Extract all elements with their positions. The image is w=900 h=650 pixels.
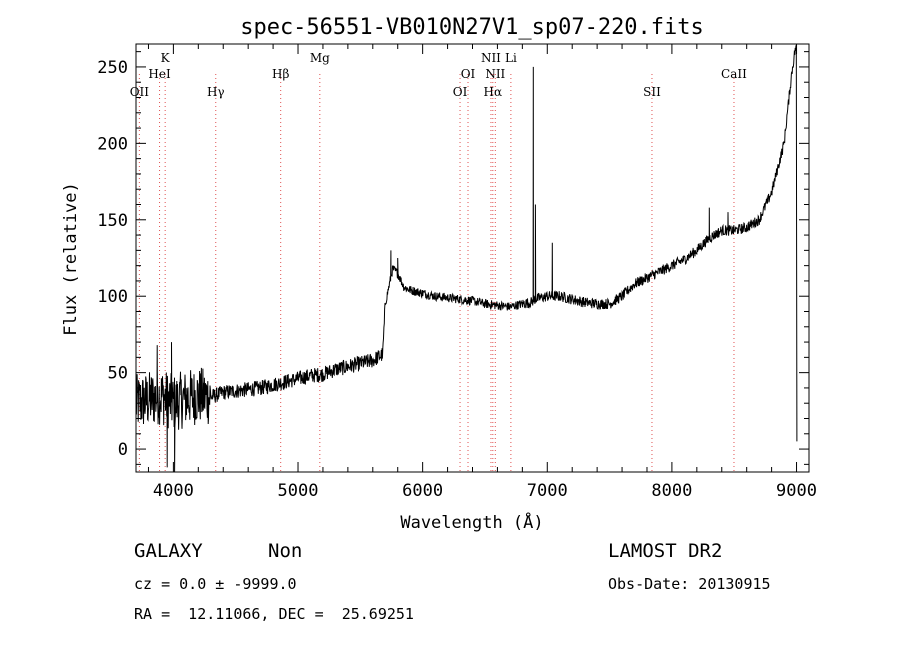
survey-label: LAMOST DR2	[608, 540, 723, 562]
line-marker-label: Mg	[310, 51, 330, 65]
line-marker-label: CaII	[721, 67, 747, 81]
y-axis-label: Flux (relative)	[61, 182, 81, 336]
y-tick-label: 250	[97, 58, 128, 78]
line-marker-label: NII	[481, 51, 501, 65]
line-marker-label: Hβ	[272, 67, 289, 81]
line-marker-label: Li	[505, 51, 517, 65]
line-marker-label: HeI	[148, 67, 171, 81]
line-marker-label: OI	[461, 67, 476, 81]
line-marker-label: SII	[643, 85, 661, 99]
x-tick-label: 7000	[527, 481, 568, 501]
obs-date-label: Obs-Date: 20130915	[608, 575, 771, 593]
line-marker-label: OII	[130, 85, 150, 99]
line-marker-layer: OII K HeI Hγ Hβ Mg OI OI NII NII Hα Li SII CaII	[130, 51, 747, 472]
radec-label: RA = 12.11066, DEC = 25.69251	[134, 605, 414, 623]
line-marker-label: Hα	[484, 85, 503, 99]
line-marker-label: NII	[485, 67, 505, 81]
y-tick-label: 150	[97, 211, 128, 231]
y-tick-label: 50	[108, 364, 128, 384]
y-tick-label: 0	[118, 440, 128, 460]
plot-frame	[135, 43, 810, 473]
x-tick-label: 6000	[402, 481, 443, 501]
spectrum-line-layer	[135, 44, 798, 473]
object-class-label: GALAXY	[134, 540, 203, 562]
y-tick-label: 100	[97, 287, 128, 307]
axis-ticks: 4000 5000 6000 7000 8000 9000 0 50 100 150 200 250	[97, 44, 817, 501]
object-subclass-label: Non	[268, 540, 303, 562]
x-axis-label: Wavelength (Å)	[400, 511, 543, 533]
line-marker-label: Hγ	[207, 85, 225, 99]
x-tick-label: 4000	[153, 481, 194, 501]
y-tick-label: 200	[97, 134, 128, 154]
x-tick-label: 5000	[278, 481, 319, 501]
line-marker-label: OI	[453, 85, 468, 99]
x-tick-label: 8000	[651, 481, 692, 501]
chart-title: spec-56551-VB010N27V1_sp07-220.fits	[240, 15, 704, 40]
spectrum-series-line	[135, 44, 798, 473]
redshift-label: cz = 0.0 ± -9999.0	[134, 575, 297, 593]
line-marker-label: K	[161, 51, 171, 65]
x-tick-label: 9000	[776, 481, 817, 501]
